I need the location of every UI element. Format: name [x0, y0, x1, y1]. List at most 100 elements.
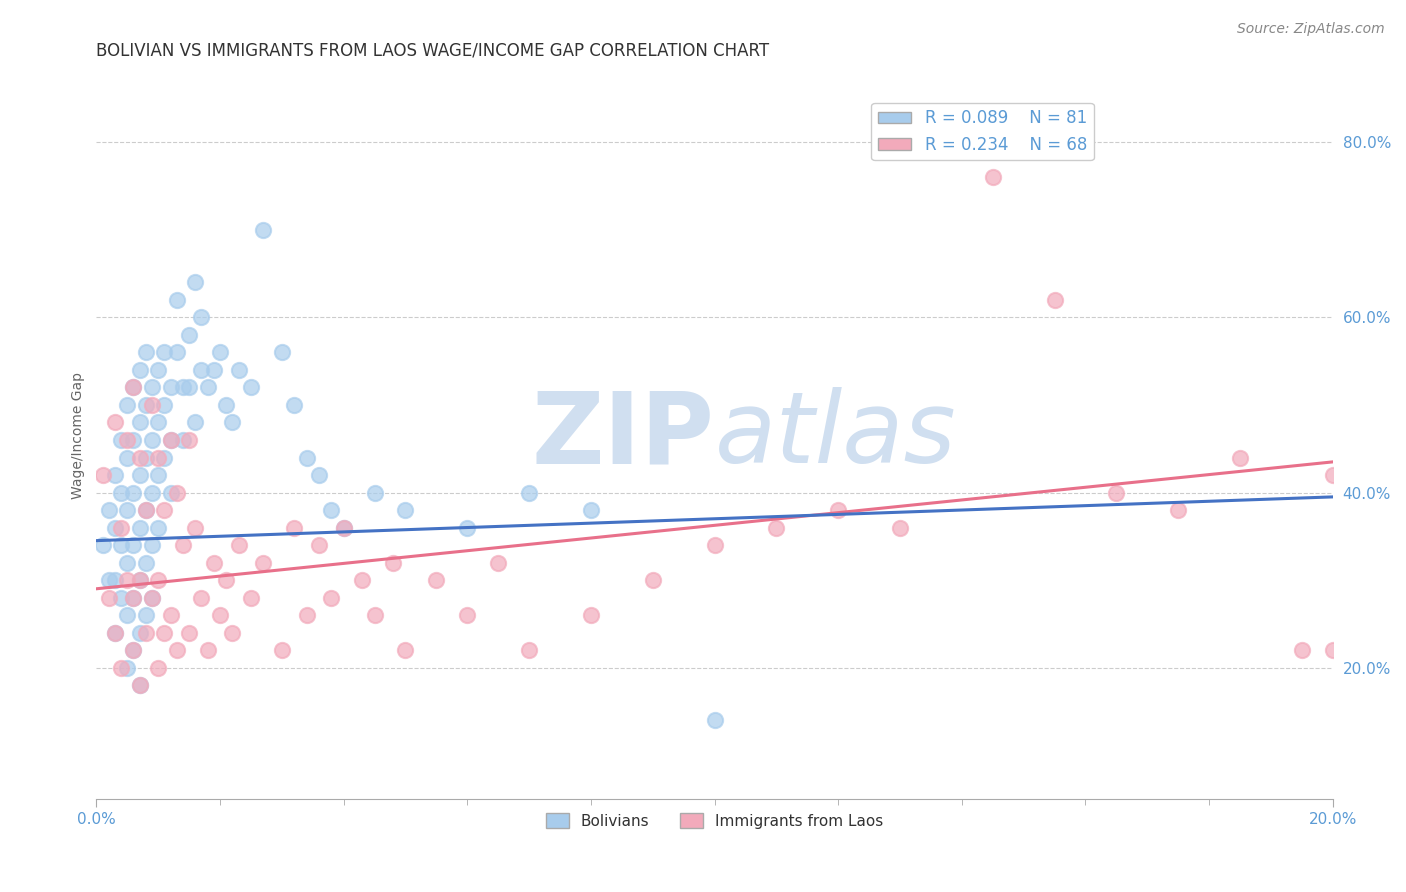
Point [517, 485, 540, 500]
Point [1322, 643, 1344, 657]
Point [208, 345, 231, 359]
Point [184, 416, 207, 430]
Point [146, 520, 169, 534]
Point [308, 538, 330, 552]
Point [104, 468, 127, 483]
Point [221, 416, 243, 430]
Point [765, 520, 787, 534]
Point [159, 485, 181, 500]
Point [153, 345, 176, 359]
Legend: Bolivians, Immigrants from Laos: Bolivians, Immigrants from Laos [540, 806, 890, 835]
Point [172, 538, 194, 552]
Point [117, 398, 139, 412]
Point [117, 450, 139, 465]
Point [190, 310, 212, 325]
Point [1105, 485, 1128, 500]
Text: Source: ZipAtlas.com: Source: ZipAtlas.com [1237, 22, 1385, 37]
Point [91, 538, 114, 552]
Point [363, 608, 385, 623]
Point [110, 538, 132, 552]
Point [394, 643, 416, 657]
Point [117, 573, 139, 587]
Point [579, 503, 602, 517]
Point [110, 660, 132, 674]
Point [166, 485, 188, 500]
Point [122, 433, 145, 447]
Point [239, 380, 262, 394]
Point [128, 573, 150, 587]
Point [135, 398, 157, 412]
Point [332, 520, 354, 534]
Point [122, 538, 145, 552]
Point [283, 520, 305, 534]
Point [128, 573, 150, 587]
Point [202, 556, 225, 570]
Point [1291, 643, 1313, 657]
Point [117, 433, 139, 447]
Point [166, 643, 188, 657]
Point [1167, 503, 1189, 517]
Point [321, 503, 343, 517]
Point [190, 363, 212, 377]
Point [104, 416, 127, 430]
Text: BOLIVIAN VS IMMIGRANTS FROM LAOS WAGE/INCOME GAP CORRELATION CHART: BOLIVIAN VS IMMIGRANTS FROM LAOS WAGE/IN… [97, 42, 769, 60]
Point [122, 380, 145, 394]
Point [166, 345, 188, 359]
Point [889, 520, 911, 534]
Point [141, 591, 163, 605]
Point [177, 625, 200, 640]
Point [91, 468, 114, 483]
Point [197, 643, 219, 657]
Point [122, 643, 145, 657]
Point [197, 380, 219, 394]
Point [159, 380, 181, 394]
Point [202, 363, 225, 377]
Point [221, 625, 243, 640]
Point [159, 608, 181, 623]
Point [1229, 450, 1251, 465]
Point [122, 643, 145, 657]
Point [228, 363, 250, 377]
Point [146, 660, 169, 674]
Point [128, 678, 150, 692]
Point [128, 363, 150, 377]
Point [117, 556, 139, 570]
Point [128, 450, 150, 465]
Text: ZIP: ZIP [531, 387, 714, 484]
Point [122, 591, 145, 605]
Point [295, 608, 318, 623]
Point [827, 503, 849, 517]
Point [122, 591, 145, 605]
Point [177, 380, 200, 394]
Point [208, 608, 231, 623]
Point [1322, 468, 1344, 483]
Point [141, 591, 163, 605]
Point [141, 485, 163, 500]
Point [184, 276, 207, 290]
Point [177, 328, 200, 343]
Point [117, 503, 139, 517]
Point [128, 520, 150, 534]
Point [382, 556, 405, 570]
Point [641, 573, 664, 587]
Point [128, 416, 150, 430]
Point [153, 503, 176, 517]
Point [215, 573, 238, 587]
Point [146, 450, 169, 465]
Point [141, 433, 163, 447]
Point [110, 433, 132, 447]
Point [146, 468, 169, 483]
Point [283, 398, 305, 412]
Point [135, 450, 157, 465]
Point [295, 450, 318, 465]
Point [135, 503, 157, 517]
Point [190, 591, 212, 605]
Point [270, 345, 292, 359]
Point [104, 625, 127, 640]
Point [135, 608, 157, 623]
Point [159, 433, 181, 447]
Point [135, 345, 157, 359]
Point [363, 485, 385, 500]
Point [159, 433, 181, 447]
Point [153, 450, 176, 465]
